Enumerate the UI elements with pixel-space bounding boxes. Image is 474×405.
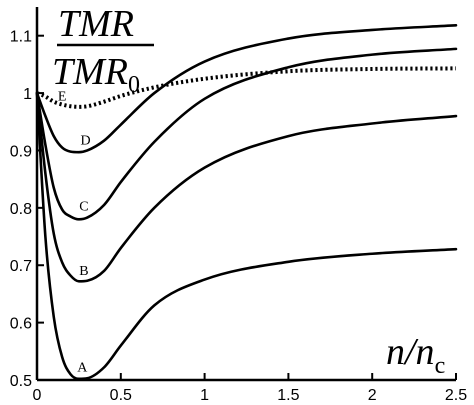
curve-label-e: E	[58, 90, 67, 105]
curve-a	[35, 91, 458, 381]
x-tick-label: 0	[33, 387, 42, 404]
x-tick-label: 0.5	[110, 387, 132, 404]
curve-label-b: B	[79, 264, 88, 279]
curves-layer	[35, 24, 458, 381]
x-tick-label: 1	[200, 387, 209, 404]
x-label-sub: c	[435, 353, 446, 379]
ticks-layer: 0 0.5 1 1.5 2 2.50.50.60.70.80.911.1	[10, 29, 467, 404]
curve-d	[35, 24, 458, 154]
x-tick-label: 2.5	[445, 387, 467, 404]
y-axis-label: TMR TMR0	[52, 3, 154, 98]
curve-label-a: A	[77, 360, 88, 375]
y-label-denominator-group: TMR0	[52, 51, 140, 98]
labels-layer: A B C D E	[58, 90, 91, 376]
x-label-main: n/n	[386, 331, 435, 373]
y-tick-label: 1	[23, 86, 32, 103]
y-tick-label: 0.8	[10, 201, 32, 218]
y-label-denominator: TMR	[52, 51, 128, 93]
curve-b	[35, 91, 458, 283]
y-tick-label: 0.6	[10, 316, 32, 333]
y-tick-label: 1.1	[10, 29, 32, 46]
y-tick-label: 0.9	[10, 143, 32, 160]
x-axis-label: n/nc	[386, 331, 445, 379]
y-tick-label: 0.7	[10, 258, 32, 275]
y-label-numerator: TMR	[58, 3, 134, 45]
curve-label-d: D	[81, 134, 91, 149]
curve-label-c: C	[79, 200, 88, 215]
curve-c	[35, 47, 458, 221]
y-label-denominator-sub: 0	[128, 72, 140, 98]
x-tick-label: 1.5	[277, 387, 299, 404]
x-label-group: n/nc	[386, 331, 445, 379]
x-tick-label: 2	[368, 387, 377, 404]
curve-e	[36, 66, 457, 109]
axes-layer	[35, 7, 456, 382]
y-tick-label: 0.5	[10, 373, 32, 390]
